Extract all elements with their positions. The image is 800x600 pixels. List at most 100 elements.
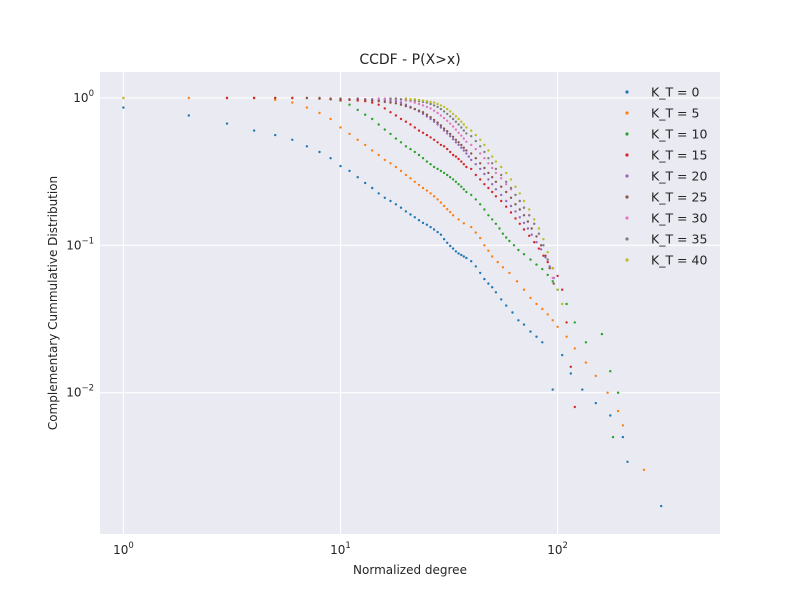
data-point [389, 199, 392, 203]
data-point [505, 199, 508, 203]
data-point [494, 171, 498, 175]
data-point [413, 180, 416, 183]
legend-marker [625, 153, 629, 157]
y-tick-label: 10−2 [66, 384, 94, 400]
data-point [318, 111, 321, 115]
data-point [404, 145, 408, 148]
data-point [509, 178, 513, 181]
data-point [371, 99, 374, 102]
data-point [274, 133, 277, 137]
data-point [460, 253, 463, 257]
y-axis-label: Complementary Cummulative Distribution [46, 176, 60, 430]
data-point [329, 117, 332, 121]
data-point [491, 162, 494, 165]
data-point [439, 107, 443, 111]
data-point [569, 372, 572, 375]
data-point [383, 107, 386, 110]
chart-title: CCDF - P(X>x) [359, 52, 460, 68]
data-point [429, 116, 432, 119]
legend-label: K_T = 35 [651, 232, 707, 247]
data-point [436, 111, 439, 115]
data-point [446, 208, 449, 211]
data-point [394, 97, 398, 100]
data-point [389, 97, 392, 100]
data-point [425, 115, 429, 118]
data-point [377, 123, 380, 126]
data-point [421, 104, 425, 107]
data-point [252, 129, 256, 132]
data-point [494, 291, 498, 294]
data-point [429, 225, 432, 229]
data-point [432, 138, 436, 141]
data-point [470, 225, 473, 229]
data-point [413, 107, 416, 111]
data-point [429, 192, 432, 195]
data-point [454, 138, 458, 141]
data-point [470, 135, 473, 138]
y-tick-labels: 100 10−1 10−2 [66, 89, 94, 400]
x-tick-label: 100 [113, 541, 134, 557]
data-point [339, 164, 342, 168]
data-point [569, 365, 572, 368]
data-point [491, 183, 494, 186]
data-point [491, 176, 494, 179]
data-point [541, 307, 544, 311]
data-point [508, 271, 511, 275]
data-point [449, 244, 452, 248]
data-point [522, 214, 526, 217]
data-point [487, 162, 490, 165]
data-point [470, 143, 473, 147]
data-point [389, 132, 392, 136]
data-point [399, 117, 403, 121]
data-point [535, 302, 538, 306]
plot-area [100, 72, 720, 534]
data-point [409, 147, 412, 151]
data-point [404, 97, 408, 100]
data-point [491, 218, 494, 221]
data-point [446, 147, 449, 151]
data-point [399, 101, 403, 104]
data-point [537, 247, 541, 250]
data-point [500, 173, 503, 177]
data-point [514, 210, 517, 213]
data-point [389, 162, 392, 165]
data-point [339, 97, 342, 100]
data-point [425, 133, 429, 137]
data-point [425, 113, 429, 116]
data-point [606, 391, 609, 394]
data-point [432, 195, 436, 198]
data-point [487, 149, 490, 152]
data-point [436, 123, 439, 126]
data-point [487, 186, 490, 190]
data-point [449, 122, 452, 125]
data-point [479, 162, 482, 165]
series-8 [122, 96, 564, 306]
data-point [584, 341, 588, 344]
data-point [535, 235, 538, 238]
data-point [465, 126, 468, 129]
data-point [500, 193, 503, 197]
data-point [421, 221, 425, 225]
data-point [501, 266, 505, 269]
data-point [371, 149, 374, 152]
data-point [487, 282, 490, 285]
data-point [514, 193, 517, 197]
data-point [404, 104, 408, 108]
data-point [462, 163, 465, 166]
data-point [421, 111, 425, 114]
data-point [609, 414, 612, 417]
data-point [465, 132, 468, 135]
legend-label: K_T = 30 [651, 211, 707, 226]
data-point [377, 97, 380, 100]
data-point [533, 218, 536, 221]
data-point [467, 155, 470, 158]
data-point [436, 121, 439, 124]
data-point [305, 145, 309, 148]
data-point [417, 183, 421, 187]
data-point [551, 388, 554, 391]
data-point [451, 112, 455, 116]
series-1 [122, 96, 646, 471]
legend-label: K_T = 0 [651, 85, 700, 100]
data-point [364, 143, 367, 147]
data-point [413, 101, 416, 104]
